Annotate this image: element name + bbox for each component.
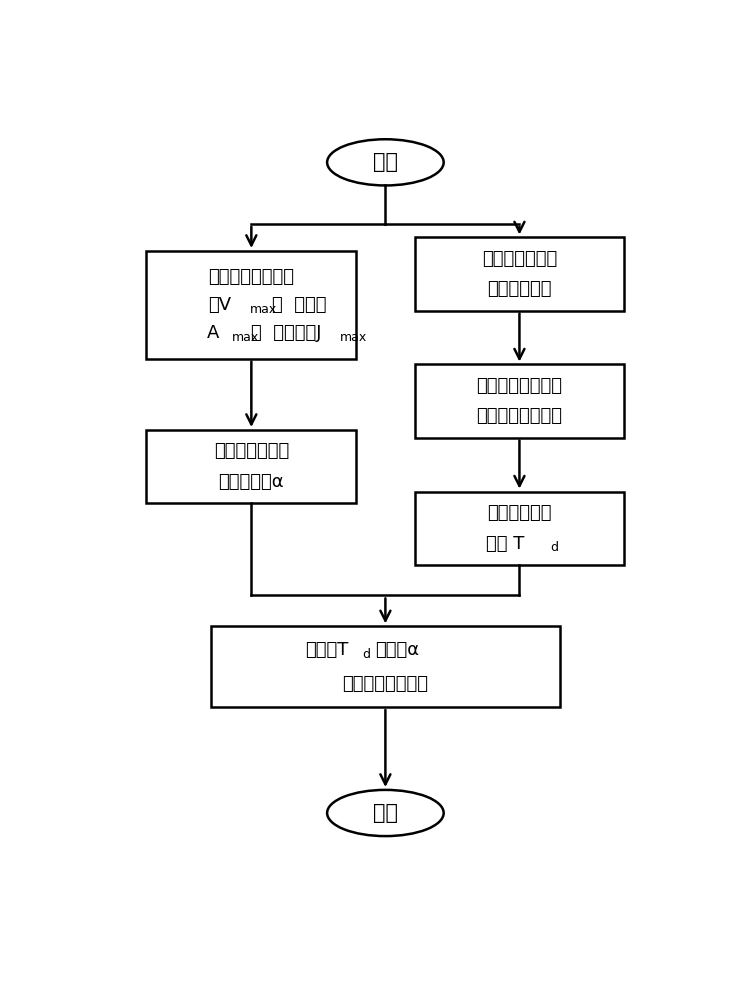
Text: d: d	[362, 648, 370, 661]
Text: d: d	[550, 541, 559, 554]
Text: 结束: 结束	[373, 803, 398, 823]
Text: 通过机器人逆解求: 通过机器人逆解求	[477, 377, 562, 395]
Ellipse shape	[327, 139, 444, 185]
Text: 和增益α: 和增益α	[375, 641, 419, 659]
Text: 开始: 开始	[373, 152, 398, 172]
Text: 确定速度规划轨迹: 确定速度规划轨迹	[342, 675, 429, 693]
Text: 获取运动时最大速: 获取运动时最大速	[208, 268, 294, 286]
Ellipse shape	[327, 790, 444, 836]
Text: 获取机器人末端: 获取机器人末端	[482, 250, 557, 268]
FancyBboxPatch shape	[414, 364, 624, 438]
Text: max: max	[250, 303, 277, 316]
Text: 、  加速度: 、 加速度	[272, 296, 326, 314]
Text: 由时间T: 由时间T	[305, 641, 349, 659]
Text: 大时间增益α: 大时间增益α	[219, 473, 284, 491]
Text: 根据公式确定最: 根据公式确定最	[214, 442, 289, 460]
Text: max: max	[232, 331, 259, 344]
Text: 解各关节坐标位移: 解各关节坐标位移	[477, 407, 562, 425]
FancyBboxPatch shape	[414, 492, 624, 565]
FancyBboxPatch shape	[147, 430, 356, 503]
Text: 、  加加速度J: 、 加加速度J	[251, 324, 322, 342]
FancyBboxPatch shape	[211, 626, 560, 707]
Text: A: A	[208, 324, 220, 342]
Text: 目标空间坐标: 目标空间坐标	[487, 280, 552, 298]
Text: 度V: 度V	[208, 296, 231, 314]
FancyBboxPatch shape	[414, 237, 624, 311]
Text: 已知位移确定: 已知位移确定	[487, 504, 552, 522]
Text: max: max	[340, 331, 367, 344]
FancyBboxPatch shape	[147, 251, 356, 359]
Text: 时间 T: 时间 T	[486, 534, 524, 552]
